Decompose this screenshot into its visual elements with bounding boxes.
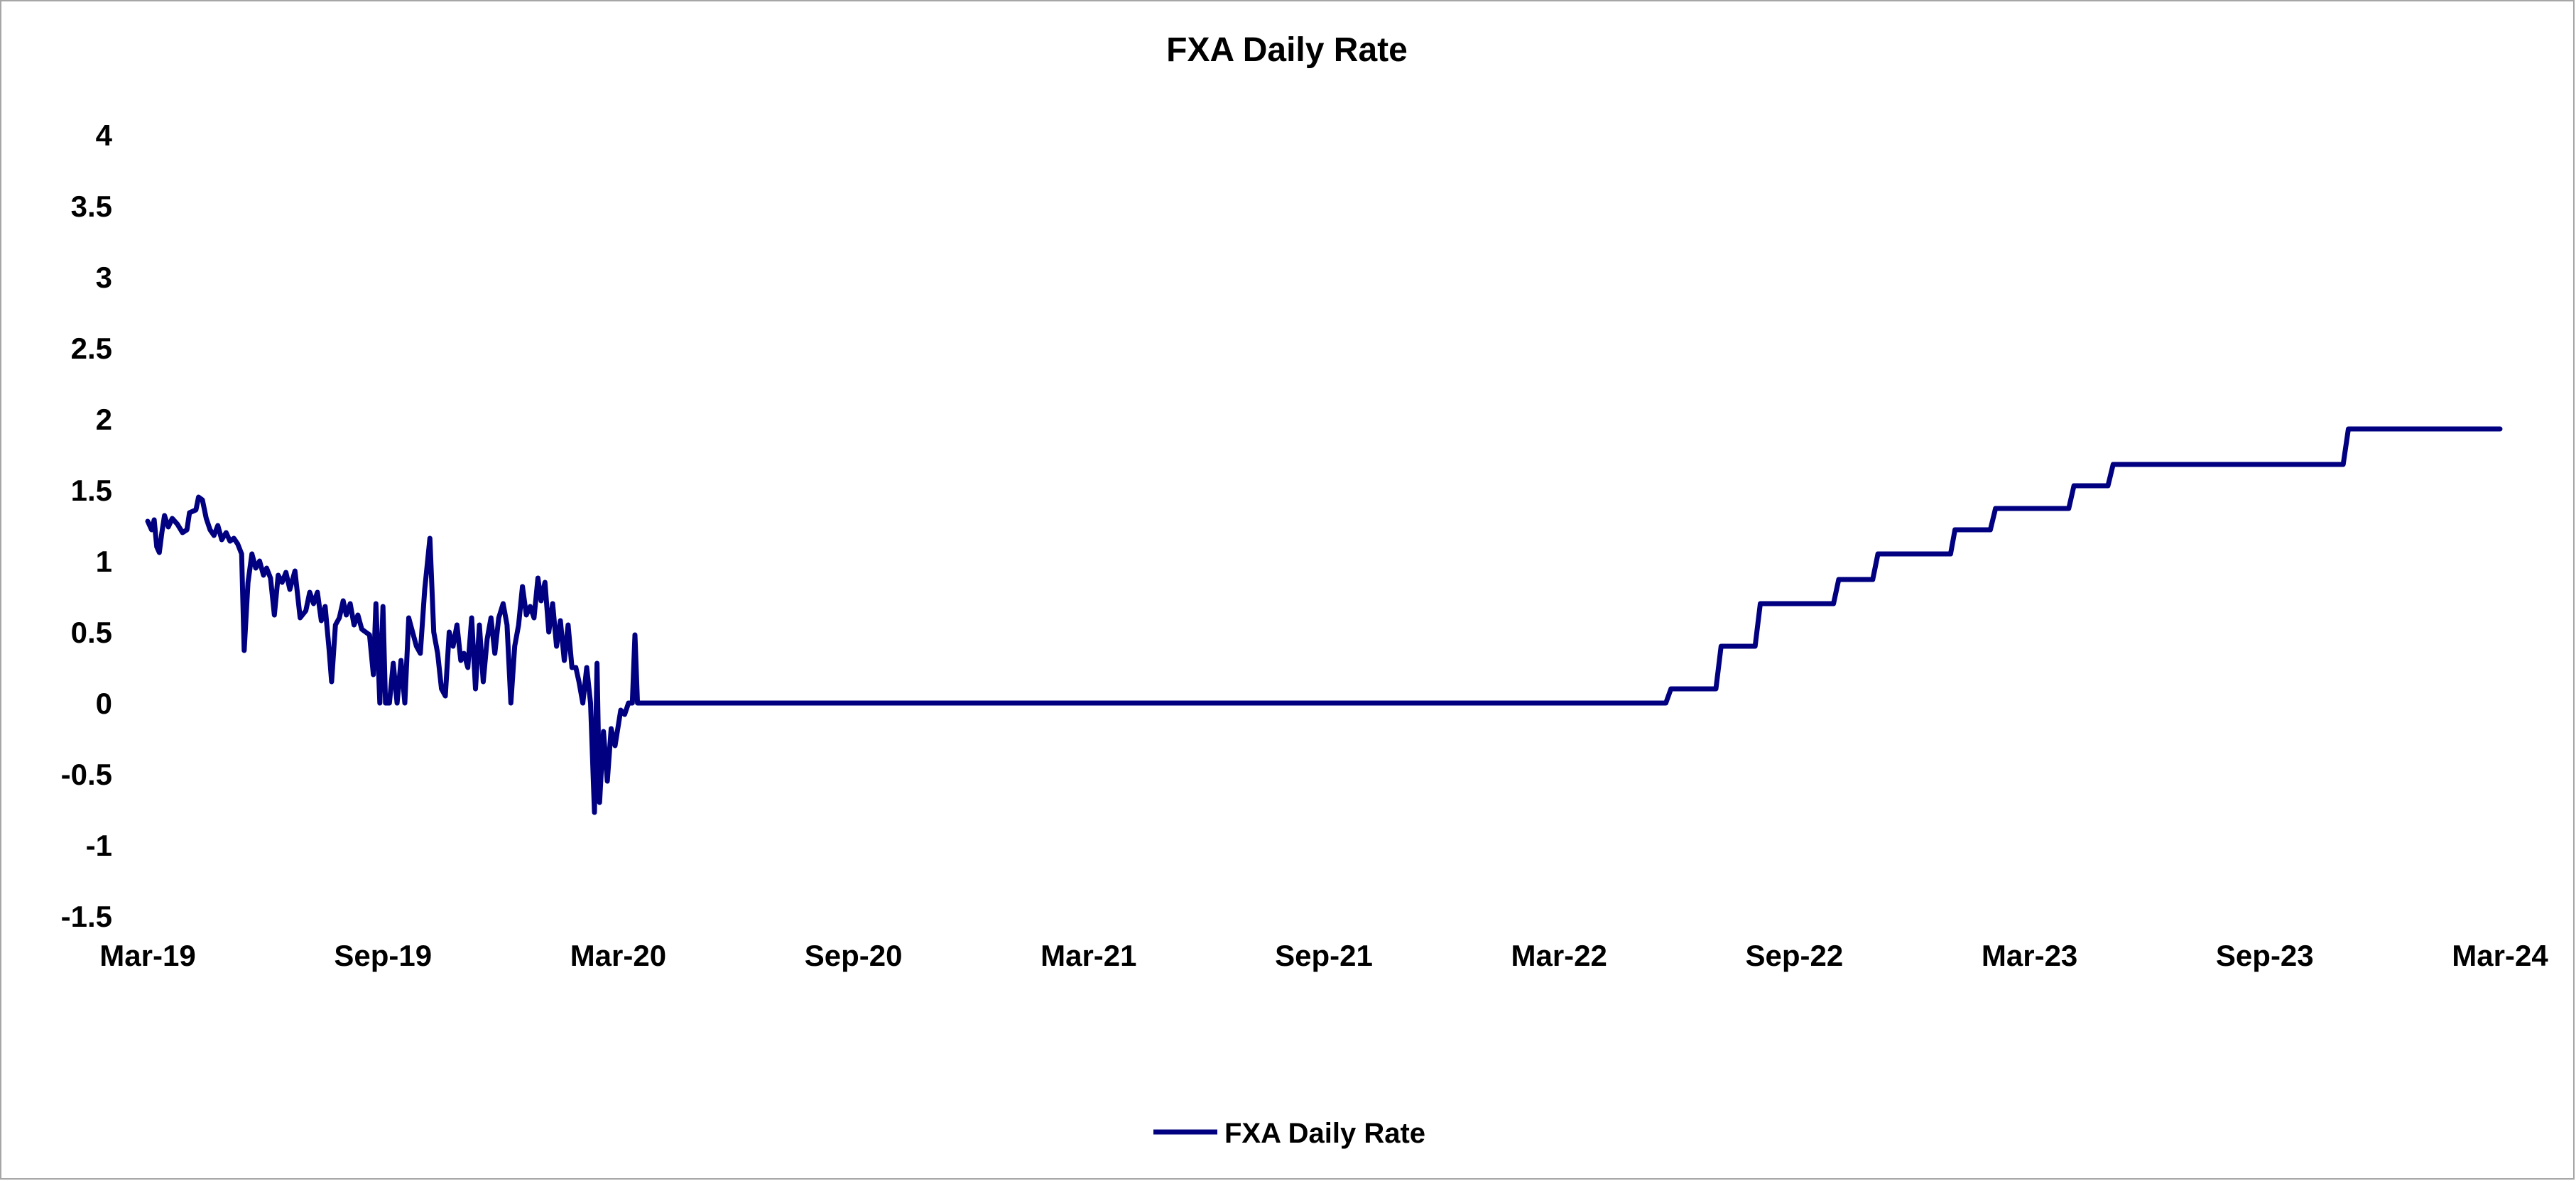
x-tick-label: Mar-19: [99, 939, 195, 972]
y-tick-label: 2: [96, 403, 112, 436]
series-line: [145, 426, 2503, 815]
y-tick-label: 0.5: [71, 616, 112, 649]
legend: FXA Daily Rate: [1153, 1118, 1425, 1149]
x-axis-tick-labels: Mar-19 Sep-19 Mar-20 Sep-20 Mar-21 Sep-21 Mar-…: [99, 939, 2548, 972]
y-tick-label: 0: [96, 687, 112, 720]
y-tick-label: -1: [86, 829, 112, 862]
y-tick-label: 3.5: [71, 190, 112, 223]
y-tick-label: -0.5: [61, 758, 112, 791]
y-tick-label: 2.5: [71, 332, 112, 365]
x-tick-label: Sep-22: [1746, 939, 1844, 972]
x-tick-label: Mar-23: [1982, 939, 2077, 972]
x-tick-label: Sep-23: [2216, 939, 2314, 972]
legend-label: FXA Daily Rate: [1224, 1118, 1425, 1149]
x-tick-label: Mar-20: [570, 939, 666, 972]
series-layer: [145, 426, 2503, 815]
chart-title: FXA Daily Rate: [1166, 31, 1408, 69]
x-tick-label: Mar-24: [2452, 939, 2548, 972]
y-tick-label: -1.5: [61, 900, 112, 933]
x-tick-label: Sep-21: [1275, 939, 1373, 972]
x-tick-label: Sep-19: [334, 939, 432, 972]
y-tick-label: 1.5: [71, 474, 112, 507]
y-axis-tick-labels: 4 3.5 3 2.5 2 1.5 1 0.5 0 -0.5 -1 -1.5: [61, 119, 113, 933]
x-tick-label: Mar-21: [1040, 939, 1136, 972]
x-tick-label: Sep-20: [805, 939, 903, 972]
x-tick-label: Mar-22: [1511, 939, 1607, 972]
y-tick-label: 3: [96, 261, 112, 294]
y-tick-label: 4: [96, 119, 113, 152]
y-tick-label: 1: [96, 545, 112, 578]
